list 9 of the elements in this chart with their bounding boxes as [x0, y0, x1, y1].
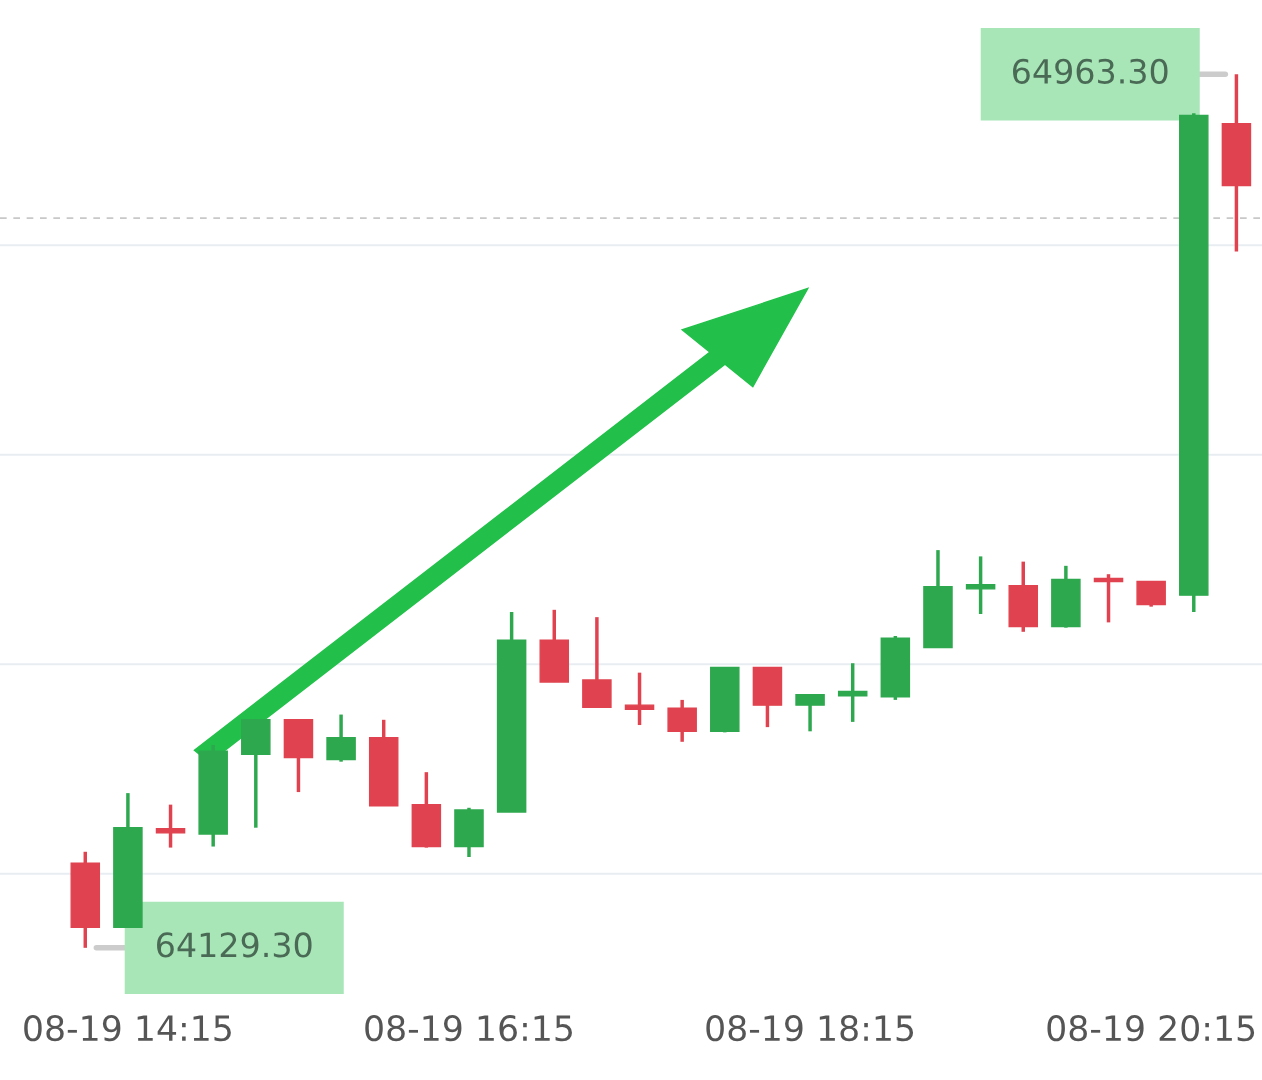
x-tick-label: 08-19 20:15	[1047, 1015, 1255, 1042]
candlestick	[624, 672, 655, 727]
x-tick-label: 08-19 16:15	[365, 1015, 572, 1042]
x-tick-label: 08-19 18:15	[706, 1015, 914, 1042]
candlestick	[155, 804, 186, 848]
x-tick-label: 08-19 14:15	[24, 1015, 231, 1042]
annotation: 64129.30	[157, 932, 312, 958]
annotation: 64963.30	[1013, 58, 1168, 84]
candlestick	[965, 556, 996, 614]
